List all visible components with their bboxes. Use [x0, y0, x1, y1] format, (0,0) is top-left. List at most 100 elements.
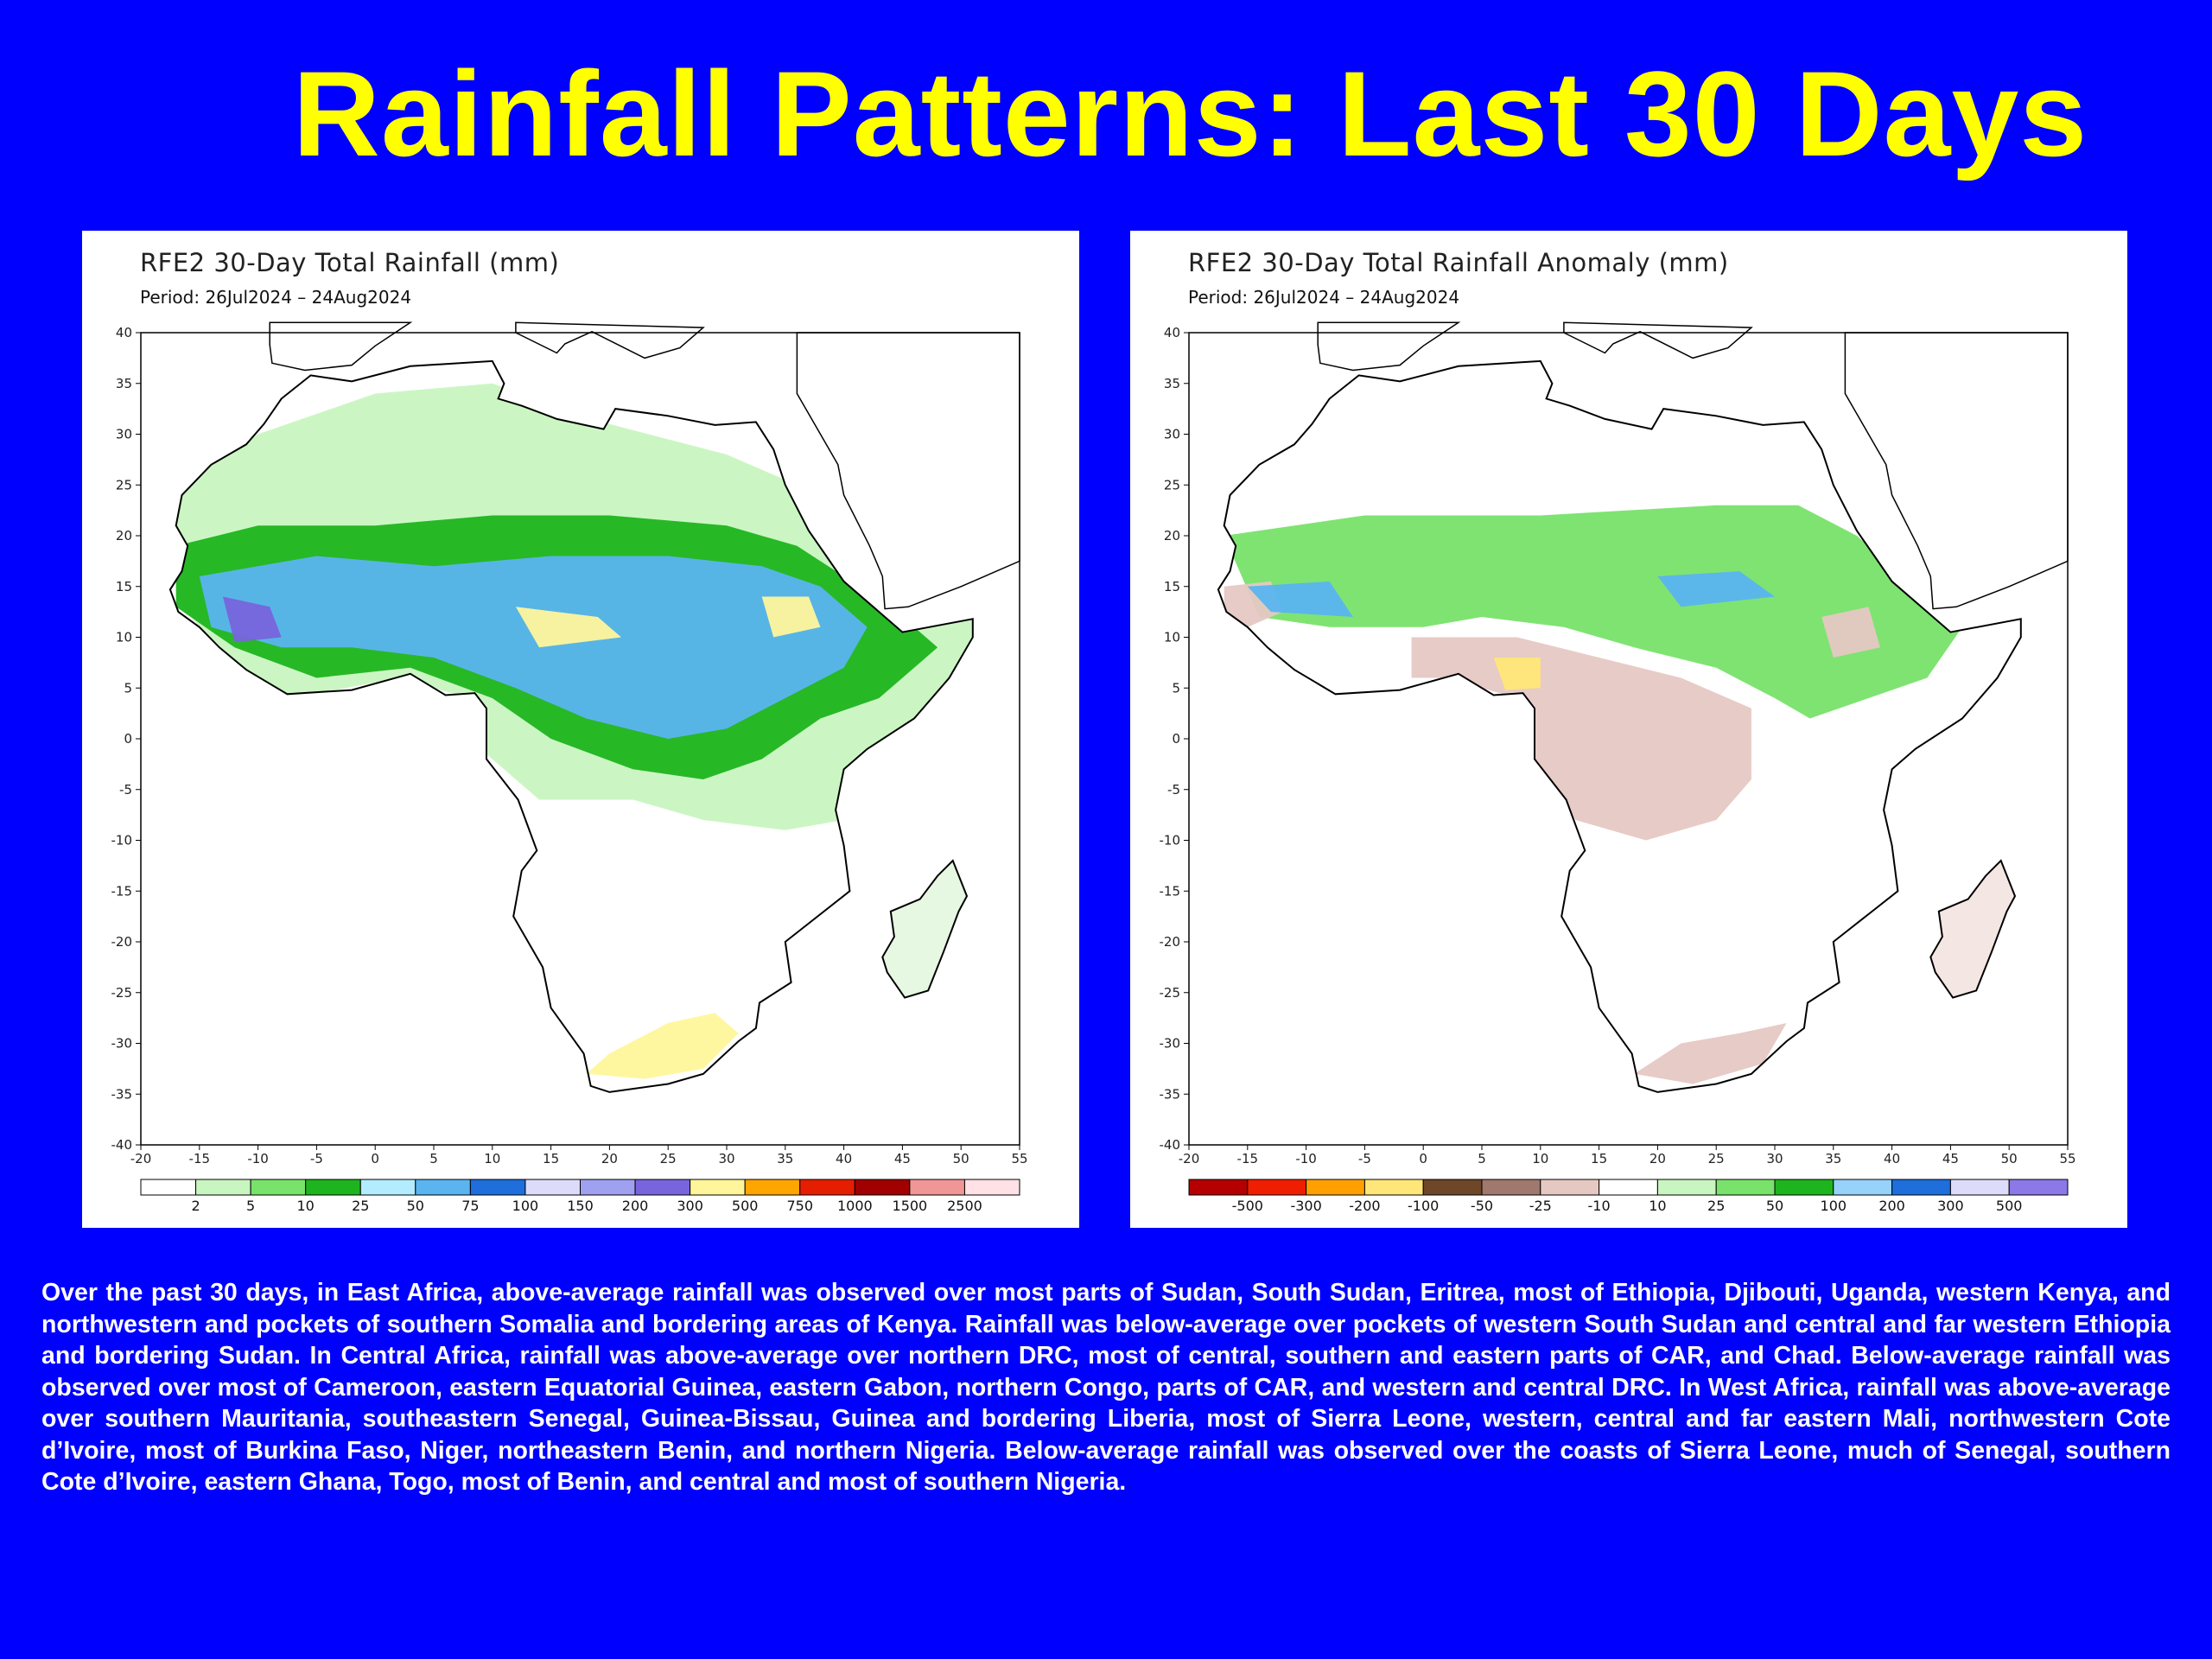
legend-label: -50 — [1471, 1198, 1493, 1214]
legend-swatch — [1363, 1179, 1424, 1196]
lon-tick-label: -5 — [310, 1151, 323, 1166]
rainfall-anomaly-map: 4035302520151050-5-10-15-20-25-30-35-40-… — [1160, 321, 2076, 1214]
lon-tick-label: 25 — [1708, 1151, 1725, 1166]
legend-label: 2500 — [947, 1198, 982, 1214]
legend-label: -100 — [1408, 1198, 1439, 1214]
lon-tick-label: 35 — [777, 1151, 793, 1166]
legend-swatch — [1833, 1179, 1893, 1196]
legend-label: 50 — [407, 1198, 424, 1214]
rainfall-total-map: 4035302520151050-5-10-15-20-25-30-35-40-… — [111, 321, 1028, 1214]
rainfall-region-anomYellow — [1493, 658, 1541, 690]
legend-swatch — [140, 1179, 197, 1196]
lat-tick-label: 20 — [1164, 528, 1180, 543]
lon-tick-label: 40 — [1884, 1151, 1900, 1166]
legend-swatch — [359, 1179, 416, 1196]
rainfall-field — [1224, 505, 1962, 1084]
lat-tick-label: -25 — [111, 985, 133, 1001]
rainfall-region-south — [586, 1013, 739, 1079]
lon-tick-label: 5 — [429, 1151, 438, 1166]
lon-tick-label: -10 — [1295, 1151, 1317, 1166]
lat-tick-label: -20 — [1160, 934, 1181, 950]
legend-swatch — [1891, 1179, 1951, 1196]
legend-label: -200 — [1349, 1198, 1380, 1214]
legend-label: 500 — [1996, 1198, 2023, 1214]
map-title: RFE2 30-Day Total Rainfall Anomaly (mm) — [1188, 248, 1729, 277]
lon-tick-label: 40 — [836, 1151, 852, 1166]
legend-label: 750 — [786, 1198, 813, 1214]
legend-label: 5 — [246, 1198, 255, 1214]
lat-tick-label: 35 — [116, 376, 132, 391]
legend-swatch — [634, 1179, 691, 1196]
rainfall-region-hot3 — [761, 596, 821, 638]
legend-label: 200 — [622, 1198, 649, 1214]
lon-tick-label: 55 — [2059, 1151, 2075, 1166]
legend-swatch — [524, 1179, 581, 1196]
lat-tick-label: 25 — [1164, 477, 1180, 493]
rainfall-region-anomBlue2 — [1657, 571, 1775, 607]
lat-tick-label: -5 — [119, 782, 132, 798]
legend-label: 200 — [1878, 1198, 1905, 1214]
legend-swatch — [1656, 1179, 1717, 1196]
legend-swatch — [1949, 1179, 2010, 1196]
lon-tick-label: 15 — [1591, 1151, 1607, 1166]
legend-swatch — [1599, 1179, 1658, 1196]
legend-label: -25 — [1529, 1198, 1552, 1214]
legend-label: -500 — [1232, 1198, 1263, 1214]
lon-tick-label: 0 — [1419, 1151, 1427, 1166]
lon-tick-label: 55 — [1011, 1151, 1027, 1166]
legend-swatch — [963, 1179, 1020, 1196]
legend-swatch — [1774, 1179, 1834, 1196]
legend-label: 50 — [1766, 1198, 1783, 1214]
legend-swatch — [1247, 1179, 1307, 1196]
legend-label: 300 — [1937, 1198, 1964, 1214]
lat-tick-label: -20 — [111, 934, 133, 950]
lon-tick-label: 30 — [718, 1151, 734, 1166]
legend-swatch — [799, 1179, 855, 1196]
lat-tick-label: 15 — [1164, 579, 1180, 594]
rainfall-region-hot2 — [515, 607, 621, 648]
lon-tick-label: 10 — [1532, 1151, 1548, 1166]
legend-swatch — [909, 1179, 965, 1196]
rainfall-region-anomEth — [1821, 607, 1880, 658]
legend-swatch — [250, 1179, 307, 1196]
legend-label: -300 — [1290, 1198, 1321, 1214]
map-title: RFE2 30-Day Total Rainfall (mm) — [140, 248, 560, 277]
lat-tick-label: 40 — [116, 325, 132, 340]
lat-tick-label: -30 — [1160, 1036, 1181, 1052]
legend-label: 25 — [352, 1198, 369, 1214]
legend-swatch — [1306, 1179, 1365, 1196]
lat-tick-label: 0 — [124, 731, 132, 747]
legend-swatch — [2008, 1179, 2069, 1196]
lat-tick-label: 25 — [116, 477, 132, 493]
lon-tick-label: 20 — [601, 1151, 618, 1166]
rainfall-region-anomBrown — [1411, 637, 1751, 841]
legend-swatch — [1715, 1179, 1776, 1196]
legend-label: -10 — [1588, 1198, 1611, 1214]
lon-tick-label: -5 — [1358, 1151, 1371, 1166]
legend-label: 100 — [512, 1198, 539, 1214]
legend-label: 500 — [732, 1198, 759, 1214]
rainfall-region-anomSouth — [1634, 1023, 1787, 1084]
lon-tick-label: 25 — [660, 1151, 677, 1166]
legend-label: 100 — [1821, 1198, 1847, 1214]
lat-tick-label: 10 — [1164, 630, 1180, 645]
legend-swatch — [1540, 1179, 1600, 1196]
legend-swatch — [1188, 1179, 1249, 1196]
lat-tick-label: 30 — [1164, 427, 1180, 442]
lat-tick-label: -30 — [111, 1036, 133, 1052]
legend-label: 300 — [677, 1198, 703, 1214]
legend-swatch — [1422, 1179, 1483, 1196]
lat-tick-label: 15 — [116, 579, 132, 594]
lat-tick-label: -10 — [1160, 833, 1181, 849]
legend-label: 1000 — [837, 1198, 873, 1214]
legend-label: 2 — [191, 1198, 200, 1214]
lat-tick-label: 35 — [1164, 376, 1180, 391]
legend-swatch — [744, 1179, 801, 1196]
map-period: Period: 26Jul2024 – 24Aug2024 — [140, 287, 412, 308]
legend-label: 10 — [297, 1198, 315, 1214]
lon-tick-label: -15 — [1237, 1151, 1259, 1166]
lat-tick-label: 30 — [116, 427, 132, 442]
map-period: Period: 26Jul2024 – 24Aug2024 — [1188, 287, 1460, 308]
lon-tick-label: -20 — [1179, 1151, 1200, 1166]
lat-tick-label: -35 — [1160, 1086, 1181, 1102]
